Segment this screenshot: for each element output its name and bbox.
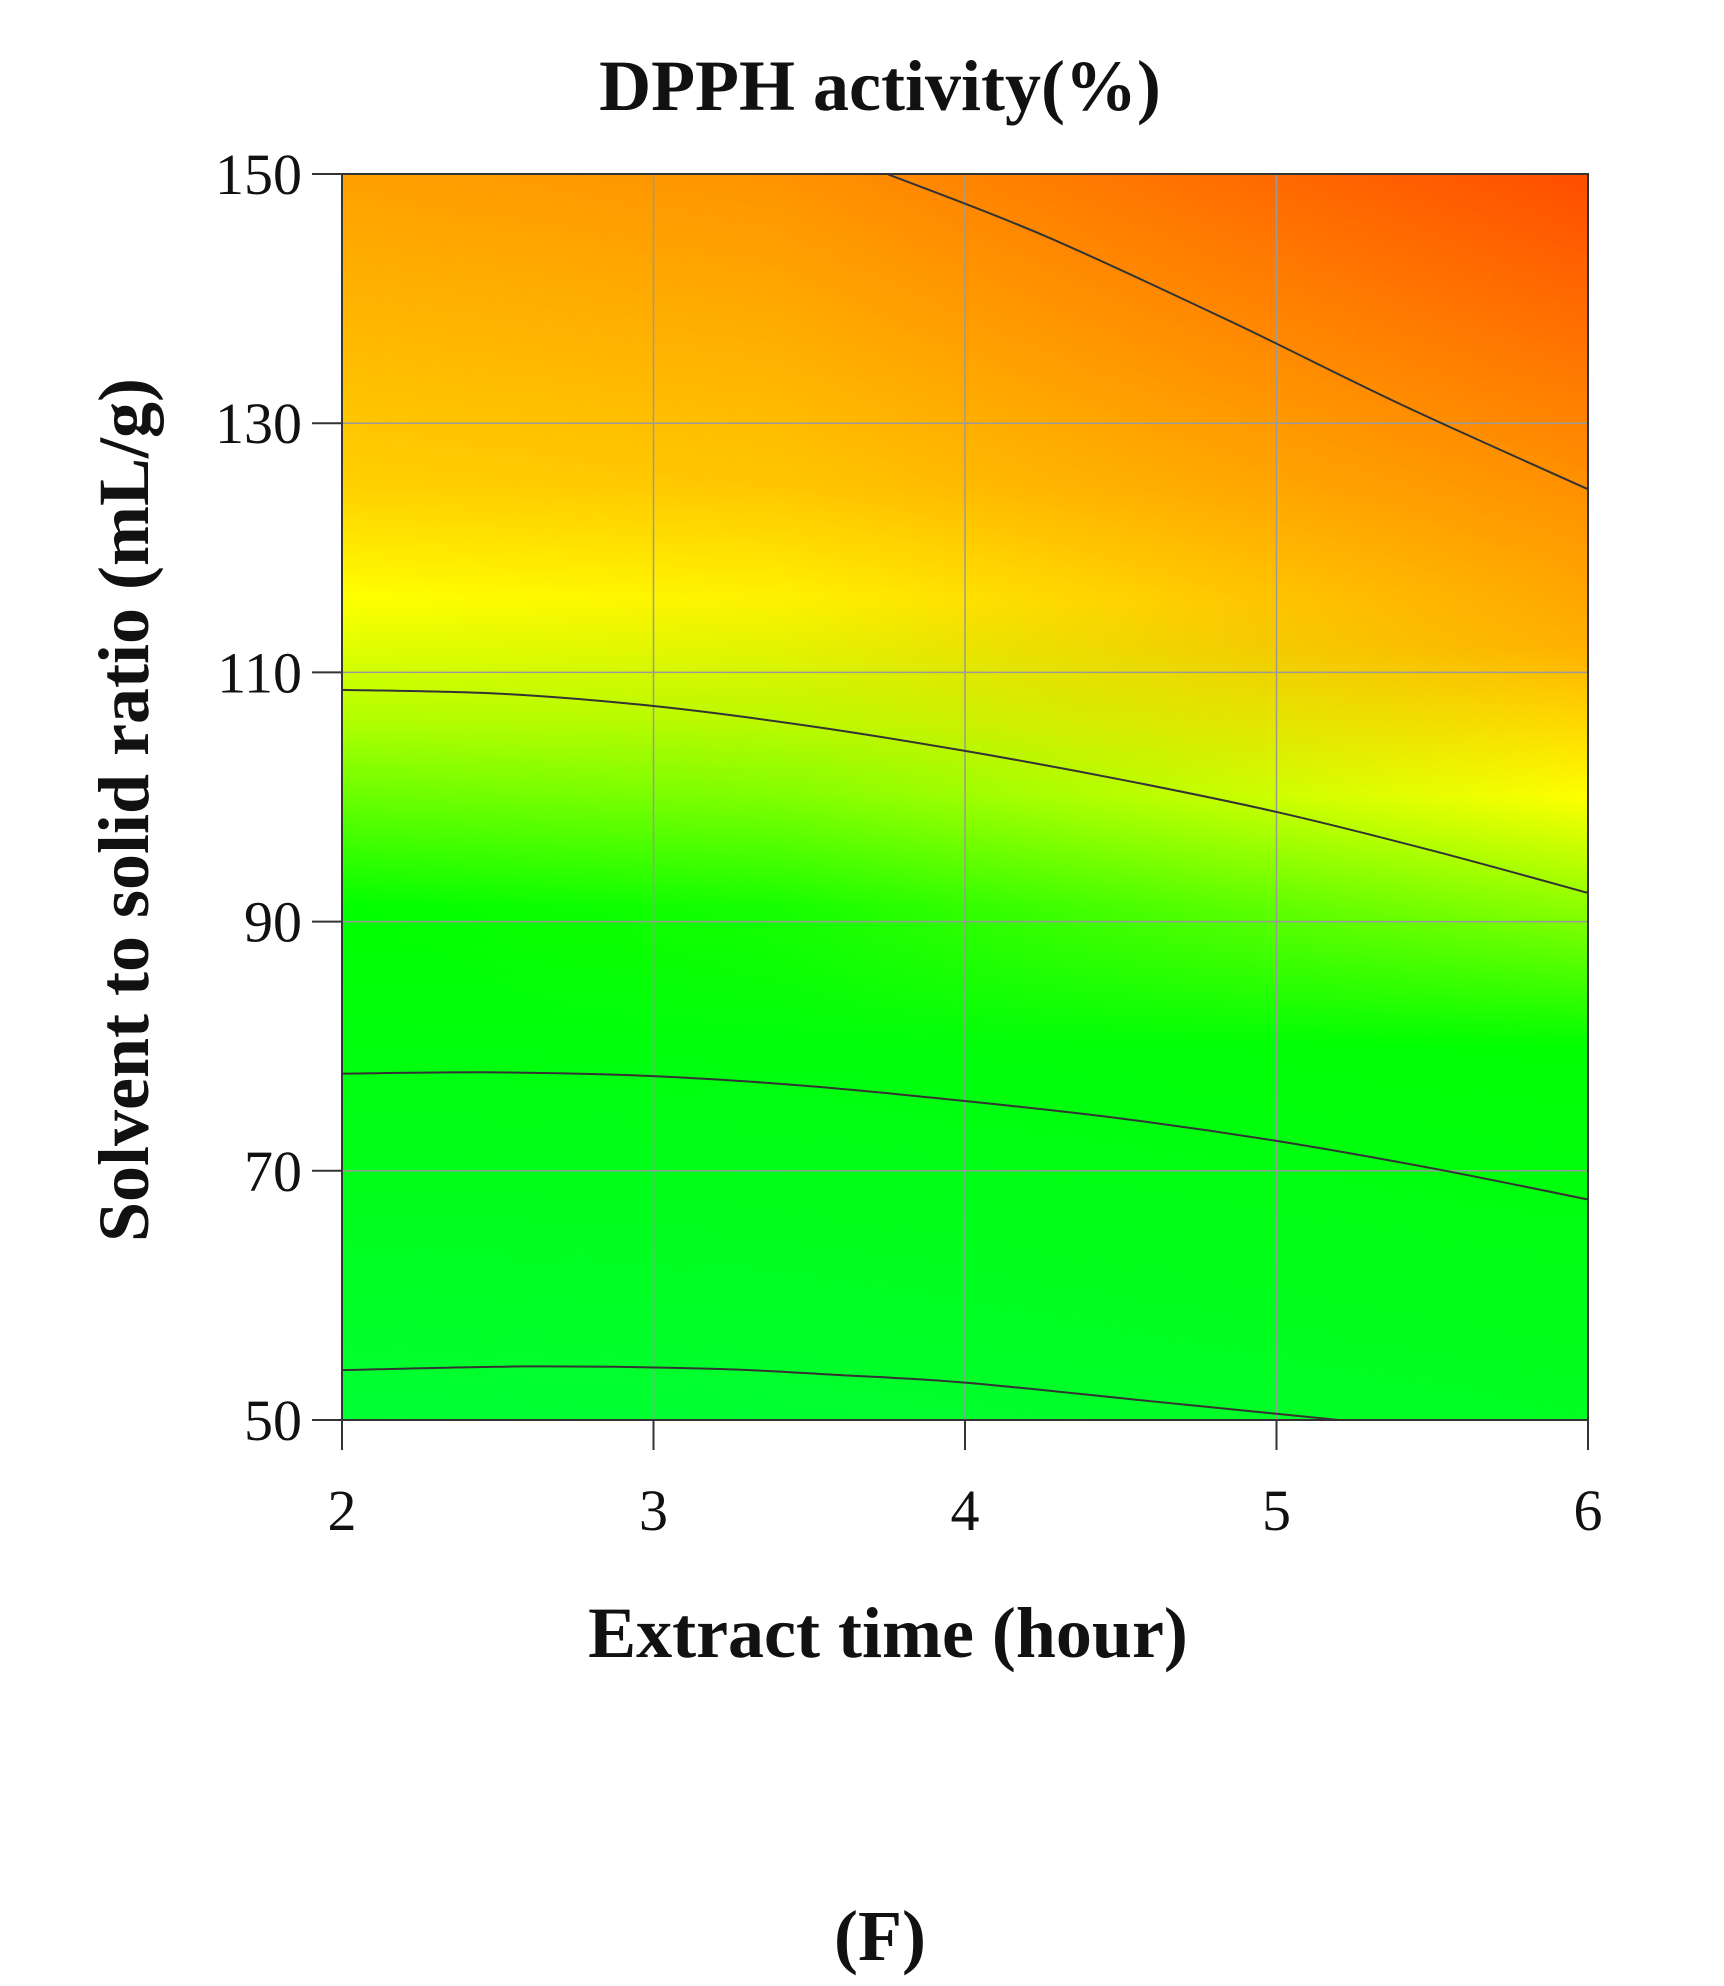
contour-line-3 [886, 174, 1588, 491]
contour-line-1 [342, 1071, 1588, 1201]
y-tick-label-0: 50 [244, 1388, 302, 1453]
contour-line-0 [342, 1365, 1339, 1420]
y-tick-label-2: 90 [244, 890, 302, 955]
contour-lines [342, 174, 1588, 1420]
x-tick-label-4: 6 [1574, 1478, 1603, 1543]
x-axis: 2 3 4 5 6 [328, 1420, 1603, 1543]
contour-line-2 [342, 688, 1588, 894]
x-tick-label-1: 3 [639, 1478, 668, 1543]
chart-title: DPPH activity(%) [599, 46, 1161, 126]
x-tick-label-3: 5 [1262, 1478, 1291, 1543]
y-axis-label: Solvent to solid ratio (mL/g) [84, 378, 164, 1242]
panel-label: (F) [834, 1896, 926, 1976]
plot-area [341, 173, 1589, 1421]
x-tick-label-0: 2 [328, 1478, 357, 1543]
y-axis: 50 70 90 110 130 150 [215, 142, 342, 1453]
x-axis-label: Extract time (hour) [588, 1593, 1188, 1673]
y-tick-label-4: 130 [215, 391, 302, 456]
y-tick-label-3: 110 [217, 640, 302, 705]
grid [342, 174, 1588, 1420]
x-tick-label-2: 4 [951, 1478, 980, 1543]
y-tick-label-1: 70 [244, 1139, 302, 1204]
y-tick-label-5: 150 [215, 142, 302, 207]
